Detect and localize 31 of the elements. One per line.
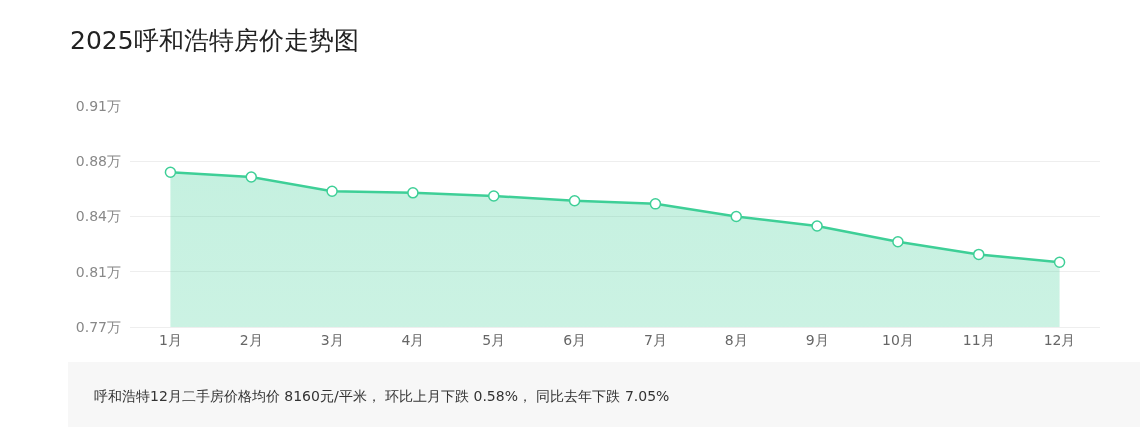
point [245,171,257,183]
point [488,190,500,202]
x-tick-label: 9月 [805,331,829,348]
x-tick-label: 1月 [158,331,182,348]
point [407,187,419,199]
x-tick-label: 2月 [239,331,263,348]
y-tick-label: 0.77万 [75,318,121,335]
point [568,194,581,207]
point [973,248,985,261]
x-tick-label: 11月 [962,331,995,348]
x-tick-label: 4月 [401,331,425,348]
x-tick-label: 5月 [482,331,506,348]
x-tick-label: 8月 [724,331,748,348]
chart-title: 2025呼和浩特房价走势图 [70,25,359,55]
y-tick-label: 0.84万 [75,208,121,225]
y-tick-label: 0.81万 [75,263,121,280]
point [164,166,177,179]
x-tick-label: 3月 [320,331,344,348]
y-tick-label: 0.88万 [75,153,121,170]
point [1053,256,1066,269]
x-tick-label: 10月 [882,331,914,348]
x-tick-label: 7月 [643,331,667,348]
text: 呼和浩特12月二手房价格均价 8160元/平米， 环比上月下跌 0.58%， 同比去年下跌 7.05% [94,388,670,404]
point [326,185,338,197]
point [811,220,823,232]
x-tick-label: 12月 [1043,331,1076,348]
point [892,236,904,248]
point [649,198,662,210]
x-tick-label: 6月 [563,331,587,348]
point [730,210,742,223]
y-tick-label: 0.91万 [75,97,121,114]
